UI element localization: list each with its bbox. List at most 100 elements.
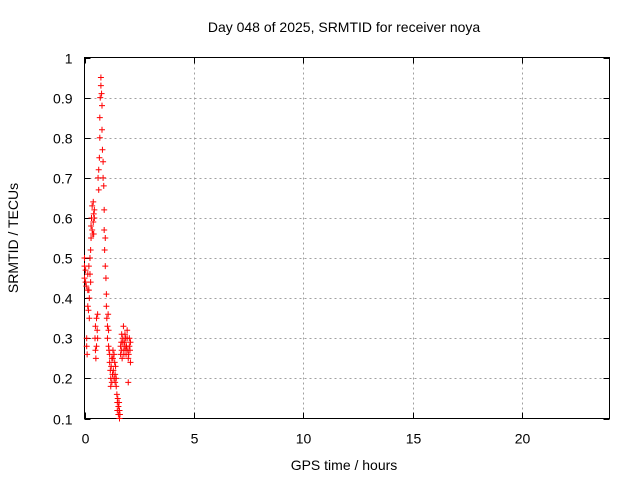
data-point bbox=[90, 230, 97, 237]
data-point bbox=[88, 235, 95, 241]
data-point bbox=[85, 263, 92, 270]
data-point bbox=[127, 347, 133, 354]
data-point bbox=[105, 327, 112, 334]
data-point bbox=[93, 343, 100, 350]
y-tick-label: 0.8 bbox=[53, 131, 73, 147]
data-point bbox=[85, 307, 92, 314]
y-tick-label: 0.3 bbox=[53, 331, 73, 347]
data-point bbox=[124, 327, 131, 334]
data-point bbox=[95, 174, 102, 181]
data-point bbox=[113, 375, 120, 382]
data-point bbox=[92, 355, 99, 362]
data-point bbox=[106, 359, 113, 366]
data-point bbox=[105, 311, 112, 318]
data-point bbox=[116, 399, 123, 406]
data-point bbox=[94, 335, 101, 342]
y-tick-label: 0.5 bbox=[53, 251, 73, 267]
data-point bbox=[103, 303, 110, 310]
data-point bbox=[125, 351, 132, 358]
data-point bbox=[120, 323, 127, 330]
data-point bbox=[103, 291, 110, 298]
data-point bbox=[84, 351, 91, 358]
data-point bbox=[100, 174, 107, 181]
data-point bbox=[101, 206, 108, 213]
data-point bbox=[112, 371, 119, 378]
y-tick-label: 0.2 bbox=[53, 371, 73, 387]
y-tick-label: 0.4 bbox=[53, 291, 73, 307]
data-point bbox=[100, 158, 107, 165]
data-point bbox=[97, 82, 104, 89]
x-tick-label: 15 bbox=[406, 431, 422, 447]
data-point bbox=[85, 287, 92, 294]
data-point bbox=[102, 235, 109, 241]
x-tick-label: 0 bbox=[82, 431, 90, 447]
data-point bbox=[86, 271, 93, 278]
y-tick-label: 0.1 bbox=[53, 412, 73, 428]
data-point bbox=[81, 255, 88, 262]
tick-labels: 0.10.20.30.40.50.60.70.80.910 5 10 15 20 bbox=[53, 51, 530, 447]
data-point bbox=[83, 343, 90, 350]
data-point bbox=[113, 391, 120, 398]
data-point bbox=[102, 263, 109, 270]
data-point bbox=[102, 275, 109, 282]
data-point bbox=[127, 359, 134, 366]
data-point bbox=[90, 210, 97, 217]
data-point bbox=[95, 186, 102, 193]
data-point bbox=[116, 411, 123, 418]
data-point bbox=[86, 295, 93, 302]
data-point bbox=[110, 367, 117, 374]
data-point bbox=[119, 355, 126, 362]
data-point bbox=[114, 395, 121, 402]
axis-ticks bbox=[84, 57, 610, 420]
data-point bbox=[126, 343, 133, 350]
y-tick-label: 0.6 bbox=[53, 211, 73, 227]
data-point bbox=[87, 279, 94, 286]
data-point bbox=[96, 134, 103, 141]
data-point bbox=[99, 126, 105, 133]
data-point bbox=[86, 315, 93, 322]
data-point bbox=[103, 315, 110, 322]
y-tick-label: 0.9 bbox=[53, 91, 73, 107]
data-point bbox=[98, 90, 105, 97]
data-points bbox=[81, 74, 134, 422]
data-point bbox=[111, 351, 118, 358]
x-tick-label: 20 bbox=[515, 431, 531, 447]
data-point bbox=[125, 379, 132, 386]
data-point bbox=[127, 339, 134, 346]
grid-lines bbox=[84, 57, 610, 419]
data-point bbox=[88, 222, 95, 229]
data-point bbox=[97, 94, 104, 101]
data-point bbox=[87, 247, 94, 254]
data-point bbox=[94, 311, 101, 318]
data-point bbox=[90, 198, 97, 205]
data-point bbox=[100, 182, 107, 189]
data-point bbox=[113, 383, 120, 390]
data-point bbox=[92, 323, 99, 330]
data-point bbox=[104, 323, 111, 330]
data-point bbox=[89, 226, 96, 233]
data-point bbox=[94, 327, 101, 334]
data-point bbox=[97, 74, 104, 81]
data-point bbox=[96, 154, 103, 161]
data-point bbox=[90, 218, 97, 225]
data-point bbox=[101, 226, 108, 233]
y-axis-label: SRMTID / TECUs bbox=[5, 183, 21, 293]
data-point bbox=[84, 303, 91, 310]
data-point bbox=[126, 335, 133, 342]
data-point bbox=[121, 339, 128, 346]
data-point bbox=[107, 383, 114, 390]
data-point bbox=[101, 247, 108, 254]
data-point bbox=[83, 283, 90, 290]
data-point bbox=[111, 359, 118, 366]
x-tick-label: 10 bbox=[296, 431, 312, 447]
plot-frame bbox=[84, 57, 610, 419]
data-point bbox=[82, 267, 89, 274]
data-point bbox=[121, 331, 128, 338]
data-point bbox=[92, 347, 99, 354]
data-point bbox=[112, 379, 119, 386]
data-point bbox=[89, 202, 96, 209]
x-tick-label: 5 bbox=[191, 431, 199, 447]
y-tick-label: 0.7 bbox=[53, 171, 73, 187]
data-point bbox=[82, 279, 89, 286]
